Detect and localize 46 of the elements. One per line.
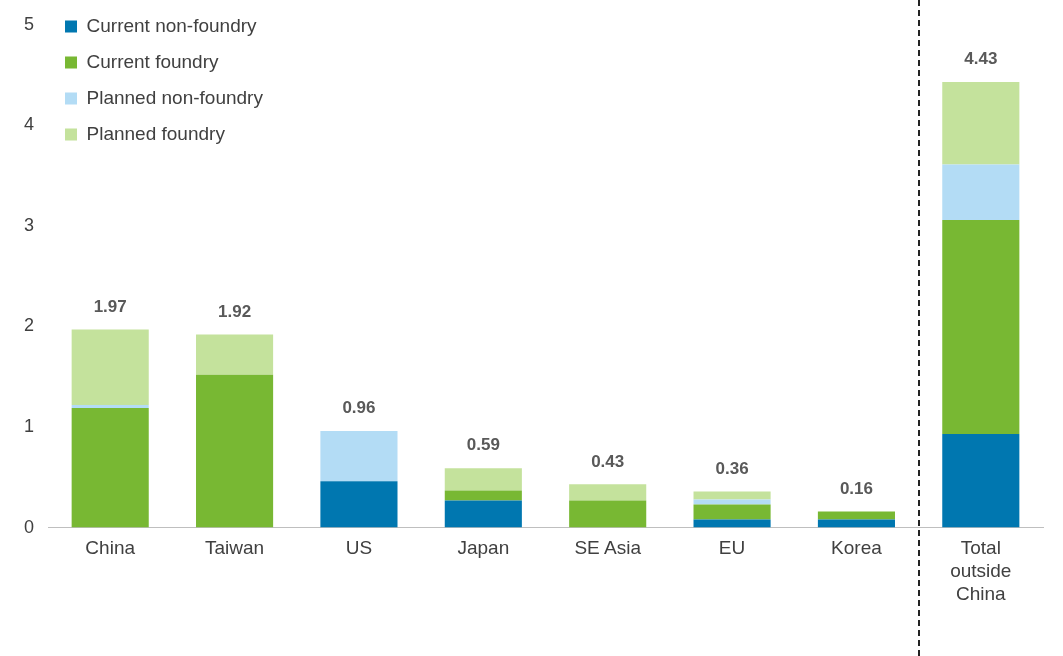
legend-label: Planned non-foundry	[86, 86, 264, 108]
bar	[693, 491, 771, 500]
bar	[444, 468, 522, 491]
total-label: 0.43	[591, 451, 625, 471]
bar	[196, 334, 274, 375]
bar	[444, 500, 522, 528]
total-label: 1.92	[218, 301, 252, 321]
bar	[320, 431, 398, 482]
legend-label: Current non-foundry	[86, 14, 258, 36]
bar	[196, 374, 274, 528]
x-tick-label: Taiwan	[204, 537, 265, 559]
x-tick-label: China	[85, 537, 136, 559]
bar	[71, 407, 149, 528]
x-tick-label: Total outside China	[950, 537, 1012, 604]
x-tick-label: SE Asia	[574, 537, 642, 559]
y-tick-label: 2	[24, 315, 35, 336]
y-tick-label: 4	[24, 114, 35, 135]
x-tick-label: EU	[718, 537, 746, 559]
bar	[817, 511, 895, 520]
legend-label: Planned foundry	[86, 122, 226, 144]
bar	[569, 500, 647, 528]
bar	[942, 82, 1020, 165]
legend-label: Current foundry	[86, 50, 220, 72]
bar	[71, 404, 149, 408]
total-label: 0.96	[342, 398, 376, 418]
bar	[569, 484, 647, 501]
y-tick-label: 1	[24, 416, 35, 437]
bar	[942, 164, 1020, 220]
bar	[444, 490, 522, 501]
bar	[320, 481, 398, 528]
total-label: 1.97	[93, 296, 127, 316]
bar	[942, 434, 1020, 528]
x-tick-label: US	[345, 537, 373, 559]
x-tick-label: Japan	[457, 537, 510, 559]
bar	[71, 329, 149, 405]
bar	[693, 504, 771, 520]
y-tick-label: 3	[24, 214, 35, 235]
x-tick-label: Korea	[831, 537, 883, 559]
total-label: 0.59	[466, 435, 500, 455]
total-label: 4.43	[964, 49, 998, 69]
total-label: 0.16	[839, 478, 873, 498]
total-label: 0.36	[715, 458, 749, 478]
y-tick-label: 5	[24, 13, 35, 34]
bar	[693, 499, 771, 505]
bar	[942, 219, 1020, 435]
y-tick-label: 0	[24, 516, 35, 537]
